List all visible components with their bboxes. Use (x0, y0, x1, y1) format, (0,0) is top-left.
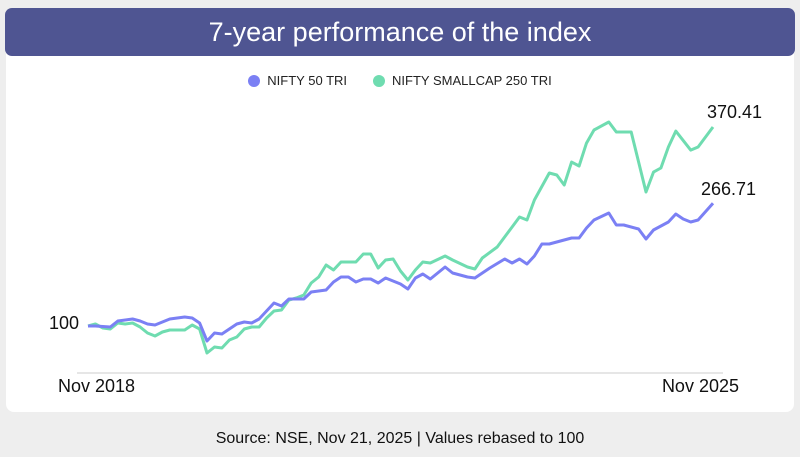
chart-title: 7-year performance of the index (5, 8, 795, 56)
legend: NIFTY 50 TRI NIFTY SMALLCAP 250 TRI (0, 73, 800, 88)
legend-label-nifty50: NIFTY 50 TRI (267, 73, 348, 88)
legend-swatch-nifty50 (248, 74, 261, 87)
legend-swatch-smallcap (373, 74, 386, 87)
smallcap-end-label: 370.41 (707, 102, 762, 122)
legend-item-smallcap: NIFTY SMALLCAP 250 TRI (373, 73, 552, 88)
x-tick-label-end: Nov 2025 (662, 376, 739, 396)
chart-card (6, 8, 794, 412)
legend-item-nifty50: NIFTY 50 TRI (248, 73, 347, 88)
source-note: Source: NSE, Nov 21, 2025 | Values rebas… (215, 430, 585, 447)
series-lines (87, 120, 715, 355)
series-line-smallcap250 (87, 120, 715, 355)
series-line-nifty50 (88, 202, 715, 343)
start-value-label: 100 (49, 313, 79, 333)
nifty50-end-label: 266.71 (701, 179, 756, 199)
legend-label-smallcap: NIFTY SMALLCAP 250 TRI (392, 73, 552, 88)
x-tick-label-start: Nov 2018 (58, 376, 135, 396)
title-text: 7-year performance of the index (208, 16, 592, 47)
